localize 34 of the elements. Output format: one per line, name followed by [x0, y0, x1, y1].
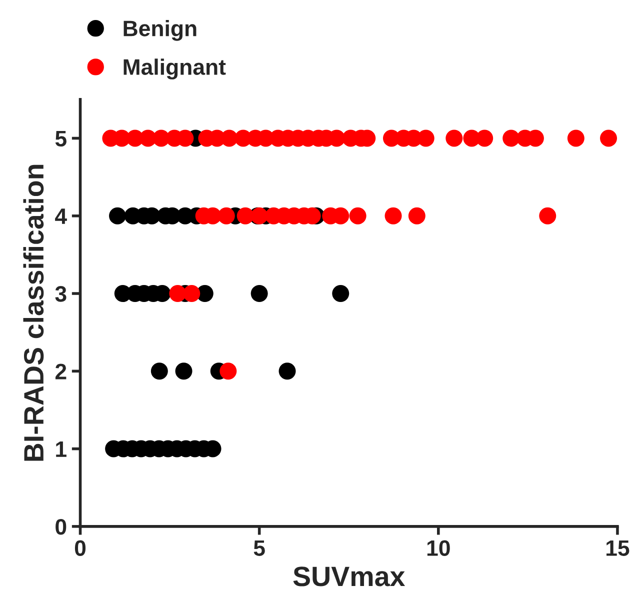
point — [349, 207, 366, 224]
point — [332, 285, 350, 302]
point — [150, 362, 168, 380]
y-tick-label: 5 — [55, 131, 66, 147]
point — [502, 130, 520, 147]
point — [384, 207, 402, 224]
point — [408, 207, 426, 224]
x-axis-title: SUVmax — [293, 566, 406, 586]
point — [183, 285, 200, 302]
x-tick-label: 15 — [606, 540, 630, 556]
legend-label: Benign — [124, 20, 196, 41]
point — [175, 362, 192, 380]
x-tick-label: 10 — [427, 540, 450, 556]
point — [169, 285, 186, 302]
point — [539, 207, 556, 224]
point — [109, 207, 126, 224]
point — [218, 207, 235, 224]
x-tick-label: 5 — [254, 540, 265, 556]
point — [220, 362, 237, 380]
y-tick-label: 0 — [56, 518, 66, 535]
y-tick-label: 3 — [55, 286, 66, 302]
point — [476, 130, 494, 147]
point — [446, 130, 463, 147]
legend-label: Malignant — [124, 58, 226, 80]
y-axis-title: BI-RADS classification — [23, 164, 44, 461]
y-tick-label: 2 — [55, 364, 66, 380]
point — [278, 362, 296, 380]
point — [250, 285, 268, 302]
y-tick-label: 1 — [56, 442, 66, 457]
x-tick-label: 0 — [74, 540, 86, 556]
point — [236, 207, 254, 224]
point — [600, 130, 618, 147]
point — [567, 130, 584, 147]
y-tick-label: 4 — [55, 208, 67, 224]
